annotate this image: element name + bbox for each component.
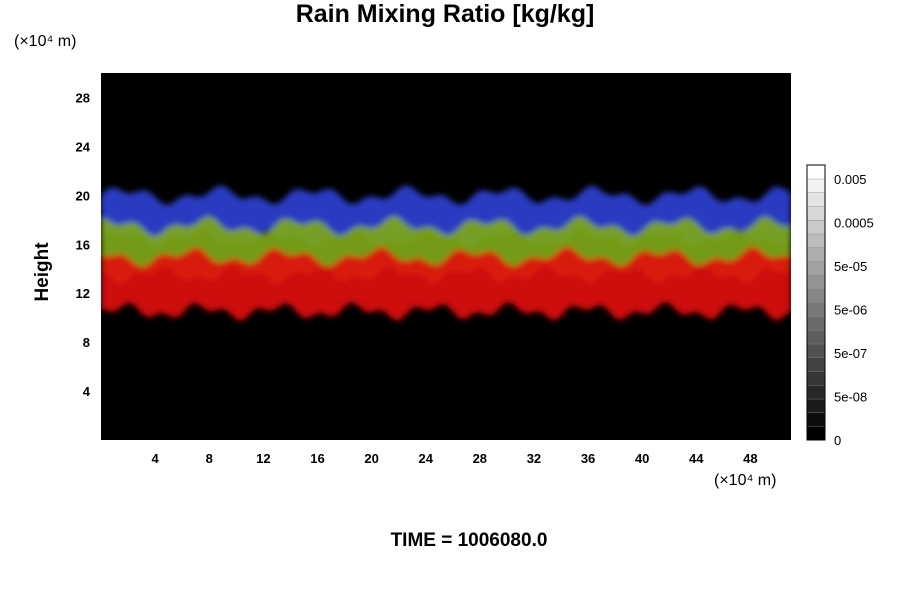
x-tick-label: 32: [527, 451, 541, 466]
y-tick-label: 4: [83, 384, 91, 399]
colorbar-step: [806, 274, 826, 290]
colorbar-step: [806, 233, 826, 249]
x-tick-label: 28: [473, 451, 487, 466]
y-tick-label: 24: [76, 139, 91, 154]
colorbar-label: 0: [834, 433, 841, 448]
colorbar-step: [806, 329, 826, 345]
colorbar-step: [806, 412, 826, 427]
x-tick-label: 40: [635, 451, 649, 466]
field-layers: [101, 185, 791, 321]
colorbar-step: [806, 247, 826, 262]
colorbar-step: [806, 384, 826, 400]
colorbar-step: [806, 371, 826, 386]
colorbar-label: 0.005: [834, 172, 867, 187]
colorbar-step: [806, 192, 826, 207]
time-label: TIME = 1006080.0: [390, 530, 548, 551]
y-tick-label: 12: [76, 286, 90, 301]
x-tick-label: 48: [743, 451, 757, 466]
x-tick-label: 20: [364, 451, 378, 466]
x-tick-label: 16: [310, 451, 324, 466]
x-tick-label: 4: [152, 451, 160, 466]
x-axis-unit: (×10⁴ m): [714, 472, 777, 489]
x-tick-label: 36: [581, 451, 595, 466]
colorbar-step: [806, 302, 826, 317]
x-tick-label: 24: [418, 451, 433, 466]
colorbar-step: [806, 426, 826, 441]
y-tick-label: 28: [76, 90, 90, 105]
y-axis-ticks: 4 8 12 16 20 24 28: [76, 90, 91, 399]
colorbar-step: [806, 316, 826, 331]
colorbar-frame: [806, 164, 826, 441]
layer-band: [101, 246, 791, 321]
colorbar-label: 5e-07: [834, 346, 867, 361]
y-tick-label: 20: [76, 188, 90, 203]
colorbar-step: [806, 206, 826, 221]
colorbar-step: [806, 288, 826, 304]
colorbar-label: 0.0005: [834, 216, 874, 231]
colorbar-step: [806, 164, 826, 180]
colorbar-step: [806, 398, 826, 414]
colorbar-label: 5e-08: [834, 390, 867, 405]
x-tick-label: 12: [256, 451, 270, 466]
colorbar-step: [806, 261, 826, 276]
colorbar-label: 5e-06: [834, 303, 867, 318]
colorbar-step: [806, 357, 826, 372]
x-axis-ticks: 4 8 12 16 20 24 28 32 36 40 44 48: [152, 451, 758, 466]
x-tick-label: 8: [206, 451, 213, 466]
y-axis-unit: (×10⁴ m): [14, 33, 77, 50]
y-tick-label: 8: [83, 335, 90, 350]
x-tick-label: 44: [689, 451, 704, 466]
colorbar-label: 5e-05: [834, 259, 867, 274]
colorbar: 0.005 0.0005 5e-05 5e-06 5e-07 5e-08 0: [806, 164, 874, 448]
chart-title: Rain Mixing Ratio [kg/kg]: [295, 0, 595, 28]
colorbar-step: [806, 219, 826, 235]
colorbar-step: [806, 343, 826, 359]
y-tick-label: 16: [76, 237, 90, 252]
colorbar-step: [806, 178, 826, 194]
